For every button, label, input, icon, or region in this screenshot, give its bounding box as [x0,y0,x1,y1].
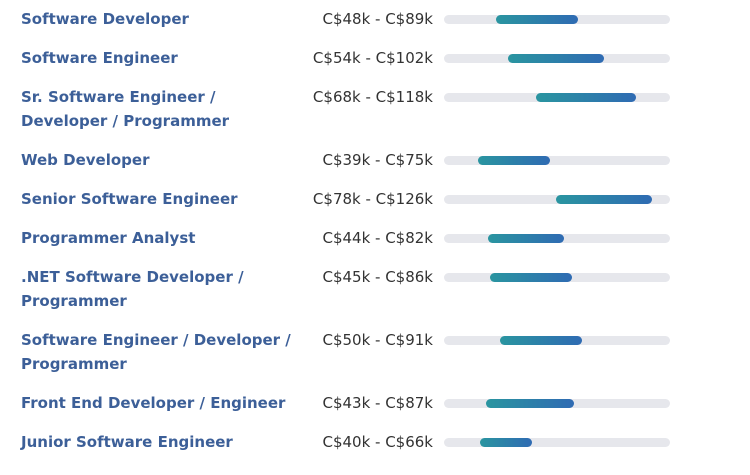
job-title-link[interactable]: Software Developer [21,10,189,28]
salary-bar-fill [490,273,572,282]
job-title-link[interactable]: Software Engineer [21,49,178,67]
salary-bar-fill [486,399,574,408]
salary-bar-fill [478,156,550,165]
salary-range-text: C$48k - C$89k [322,10,433,28]
salary-range-text: C$40k - C$66k [322,433,433,451]
salary-range-text: C$45k - C$86k [322,268,433,286]
salary-bar-track [444,54,670,63]
salary-range-text: C$43k - C$87k [322,394,433,412]
salary-bar-fill [496,15,578,24]
salary-bar-track [444,273,670,282]
salary-bar-track [444,15,670,24]
job-title-link[interactable]: Senior Software Engineer [21,190,238,208]
salary-range-text: C$50k - C$91k [322,331,433,349]
salary-bar-track [444,195,670,204]
salary-bar-track [444,234,670,243]
job-title-link[interactable]: Front End Developer / Engineer [21,394,286,412]
salary-bar-fill [508,54,604,63]
salary-bar-track [444,438,670,447]
salary-bar-track [444,336,670,345]
job-title-link[interactable]: .NET Software Developer / Programmer [21,268,244,310]
salary-bar-fill [488,234,564,243]
salary-range-text: C$54k - C$102k [312,49,433,67]
salary-range-text: C$78k - C$126k [312,190,433,208]
job-title-link[interactable]: Junior Software Engineer [21,433,233,451]
salary-bar-fill [480,438,532,447]
salary-bar-track [444,93,670,102]
salary-bar-track [444,399,670,408]
job-title-link[interactable]: Software Engineer / Developer / Programm… [21,331,291,373]
salary-bar-fill [536,93,636,102]
salary-bar-fill [556,195,652,204]
salary-range-text: C$44k - C$82k [322,229,433,247]
job-title-link[interactable]: Programmer Analyst [21,229,196,247]
salary-bar-track [444,156,670,165]
salary-bar-fill [500,336,582,345]
salary-range-text: C$39k - C$75k [322,151,433,169]
salary-range-text: C$68k - C$118k [312,88,433,106]
job-title-link[interactable]: Web Developer [21,151,150,169]
job-title-link[interactable]: Sr. Software Engineer / Developer / Prog… [21,88,230,130]
